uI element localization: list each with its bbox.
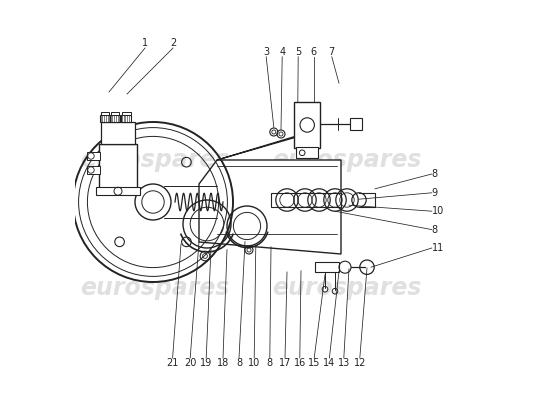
Bar (294, 102, 320, 148)
Text: 8: 8 (432, 225, 438, 234)
Text: 1: 1 (142, 38, 148, 48)
Text: 3: 3 (263, 47, 270, 57)
Text: 2: 2 (170, 38, 176, 48)
Bar (101, 112, 109, 115)
Text: 14: 14 (323, 358, 336, 368)
Text: eurospares: eurospares (80, 276, 230, 300)
Text: 7: 7 (329, 47, 335, 57)
Text: 18: 18 (217, 358, 229, 368)
Text: 12: 12 (354, 358, 366, 368)
Text: 8: 8 (267, 358, 273, 368)
Text: 17: 17 (279, 358, 291, 368)
Text: 16: 16 (294, 358, 306, 368)
Polygon shape (217, 134, 307, 160)
Text: eurospares: eurospares (272, 148, 422, 172)
Bar (122, 112, 130, 115)
Bar (350, 118, 362, 130)
Bar (110, 115, 120, 122)
Bar (121, 115, 131, 122)
Bar (111, 112, 119, 115)
Text: eurospares: eurospares (272, 276, 422, 300)
Text: 20: 20 (184, 358, 196, 368)
Text: 10: 10 (432, 206, 444, 216)
Text: 9: 9 (432, 188, 438, 198)
Polygon shape (199, 160, 341, 254)
Text: 15: 15 (308, 358, 321, 368)
Text: 21: 21 (167, 358, 179, 368)
Text: 6: 6 (311, 47, 317, 57)
Text: 19: 19 (200, 358, 212, 368)
Text: 11: 11 (432, 243, 444, 253)
Bar (101, 122, 135, 144)
Text: 5: 5 (295, 47, 301, 57)
Text: 8: 8 (432, 169, 438, 179)
Text: eurospares: eurospares (80, 148, 230, 172)
Bar (296, 147, 318, 158)
Text: 10: 10 (248, 358, 260, 368)
Bar (271, 193, 341, 207)
Bar (87, 152, 100, 160)
Bar (315, 262, 339, 272)
Bar (99, 144, 137, 188)
Text: 4: 4 (279, 47, 285, 57)
Text: 8: 8 (236, 358, 242, 368)
Text: 13: 13 (338, 358, 350, 368)
Bar (96, 187, 140, 195)
Bar (87, 166, 100, 174)
Bar (100, 115, 110, 122)
